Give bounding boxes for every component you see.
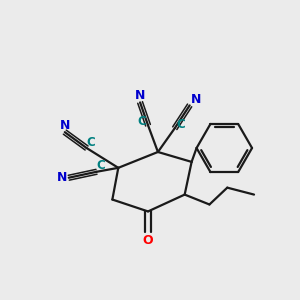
Text: N: N xyxy=(57,171,67,184)
Text: O: O xyxy=(143,234,153,247)
Text: C: C xyxy=(96,159,105,172)
Text: C: C xyxy=(176,118,185,131)
Text: N: N xyxy=(135,89,145,102)
Text: C: C xyxy=(138,115,146,128)
Text: N: N xyxy=(60,119,70,132)
Text: N: N xyxy=(190,93,201,106)
Text: C: C xyxy=(86,136,95,148)
